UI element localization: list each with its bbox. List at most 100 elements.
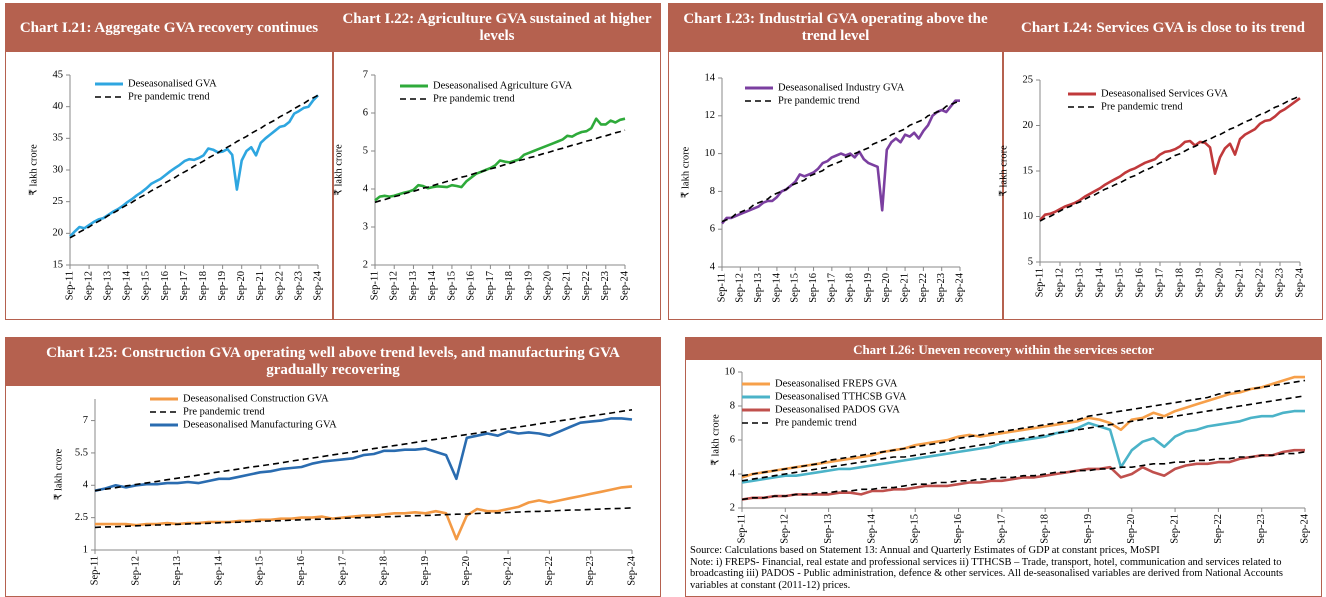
x-tick-label: Sep-22	[918, 273, 929, 303]
x-tick-label: Sep-15	[141, 271, 152, 301]
x-tick-label: Sep-18	[1174, 268, 1185, 298]
x-tick-label: Sep-11	[64, 271, 75, 300]
y-tick-label: 10	[1023, 211, 1034, 222]
x-tick-label: Sep-19	[217, 271, 228, 301]
x-tick-label: Sep-22	[544, 556, 555, 586]
y-tick-label: 2	[730, 502, 735, 513]
y-tick-label: 15	[53, 259, 64, 270]
y-tick-label: 5	[363, 145, 368, 156]
y-tick-label: 15	[1023, 165, 1034, 176]
x-tick-label: Sep-23	[585, 556, 596, 586]
y-tick-label: 1	[83, 544, 88, 555]
y-tick-label: 12	[705, 110, 716, 121]
x-tick-label: Sep-21	[255, 271, 266, 301]
x-tick-label: Sep-21	[562, 271, 573, 301]
y-axis-label: ₹ lakh crore	[679, 146, 691, 198]
legend-label: Deseasonalised TTHCSB GVA	[775, 391, 907, 402]
legend-label: Pre pandemic trend	[775, 417, 857, 428]
legend-label: Pre pandemic trend	[1101, 101, 1183, 112]
notes: Source: Calculations based on Statement …	[690, 545, 1317, 591]
x-tick-label: Sep-19	[1194, 268, 1205, 298]
x-tick-label: Sep-15	[910, 514, 921, 544]
y-tick-label: 20	[1023, 120, 1034, 131]
note: Note: i) FREPS- Financial, real estate a…	[690, 556, 1283, 591]
x-tick-label: Sep-11	[1034, 268, 1045, 297]
x-tick-label: Sep-14	[866, 513, 877, 543]
x-tick-label: Sep-20	[236, 271, 247, 301]
y-tick-label: 30	[53, 164, 64, 175]
x-tick-label: Sep-16	[466, 271, 477, 301]
x-tick-label: Sep-23	[600, 271, 611, 301]
x-tick-label: Sep-14	[1094, 267, 1105, 297]
series-line	[741, 375, 1305, 479]
x-tick-label: Sep-12	[735, 273, 746, 303]
legend-label: Deseasonalised Construction GVA	[183, 393, 329, 404]
x-tick-label: Sep-20	[461, 556, 472, 586]
x-tick-label: Sep-23	[1256, 514, 1267, 544]
x-tick-label: Sep-22	[1213, 514, 1224, 544]
series-line	[741, 451, 1306, 501]
y-tick-label: 25	[53, 196, 64, 207]
chart-title: Chart I.21: Aggregate GVA recovery conti…	[6, 4, 332, 52]
x-tick-label: Sep-24	[619, 270, 630, 300]
series-line	[69, 94, 319, 238]
x-tick-label: Sep-23	[1274, 268, 1285, 298]
series-line	[741, 448, 1305, 501]
legend-label: Deseasonalised Agriculture GVA	[433, 80, 573, 91]
x-tick-label: Sep-23	[293, 271, 304, 301]
y-tick-label: 45	[53, 69, 64, 80]
x-tick-label: Sep-14	[771, 272, 782, 302]
x-tick-label: Sep-15	[446, 271, 457, 301]
y-tick-label: 4	[363, 183, 369, 194]
chart-title: Chart I.23: Industrial GVA operating abo…	[669, 4, 1002, 52]
chart-title: Chart I.22: Agriculture GVA sustained at…	[334, 4, 660, 52]
x-tick-label: Sep-13	[1074, 268, 1085, 298]
legend-label: Pre pandemic trend	[128, 91, 210, 102]
y-axis-label: ₹ lakh crore	[52, 448, 64, 500]
x-tick-label: Sep-24	[312, 270, 323, 300]
series-line	[1039, 97, 1301, 221]
x-tick-label: Sep-17	[826, 273, 837, 303]
x-tick-label: Sep-19	[420, 556, 431, 586]
x-tick-label: Sep-22	[1254, 268, 1265, 298]
x-tick-label: Sep-16	[1134, 268, 1145, 298]
x-tick-label: Sep-12	[131, 556, 142, 586]
x-tick-label: Sep-17	[996, 514, 1007, 544]
x-tick-label: Sep-15	[1114, 268, 1125, 298]
series-line	[374, 129, 626, 204]
x-tick-label: Sep-19	[863, 273, 874, 303]
series-line	[94, 417, 633, 492]
series-line	[741, 395, 1306, 482]
x-tick-label: Sep-18	[845, 273, 856, 303]
x-tick-label: Sep-22	[274, 271, 285, 301]
x-tick-label: Sep-18	[198, 271, 209, 301]
x-tick-label: Sep-17	[485, 271, 496, 301]
chart-title: Chart I.26: Uneven recovery within the s…	[686, 338, 1321, 360]
series-line	[94, 409, 633, 492]
x-tick-label: Sep-23	[936, 273, 947, 303]
x-tick-label: Sep-11	[716, 273, 727, 302]
x-tick-label: Sep-24	[954, 272, 965, 302]
y-tick-label: 5.5	[75, 447, 88, 458]
x-tick-label: Sep-24	[1294, 267, 1305, 297]
x-tick-label: Sep-20	[1214, 268, 1225, 298]
x-tick-label: Sep-22	[581, 271, 592, 301]
series-line	[374, 117, 626, 202]
x-tick-label: Sep-17	[337, 556, 348, 586]
legend-label: Pre pandemic trend	[778, 95, 860, 106]
y-tick-label: 4	[710, 261, 716, 272]
y-axis-label: ₹ lakh crore	[709, 414, 721, 466]
x-tick-label: Sep-16	[160, 271, 171, 301]
x-tick-label: Sep-21	[1169, 514, 1180, 544]
y-tick-label: 8	[710, 186, 715, 197]
x-tick-label: Sep-16	[953, 514, 964, 544]
y-tick-label: 2.5	[75, 512, 88, 523]
x-tick-label: Sep-18	[504, 271, 515, 301]
chart-title: Chart I.25: Construction GVA operating w…	[6, 338, 660, 386]
y-tick-label: 5	[1028, 256, 1033, 267]
x-tick-label: Sep-21	[899, 273, 910, 303]
y-axis-label: ₹ lakh crore	[27, 144, 39, 196]
legend-label: Deseasonalised GVA	[128, 78, 217, 89]
y-axis-label: ₹ lakh crore	[997, 145, 1009, 197]
